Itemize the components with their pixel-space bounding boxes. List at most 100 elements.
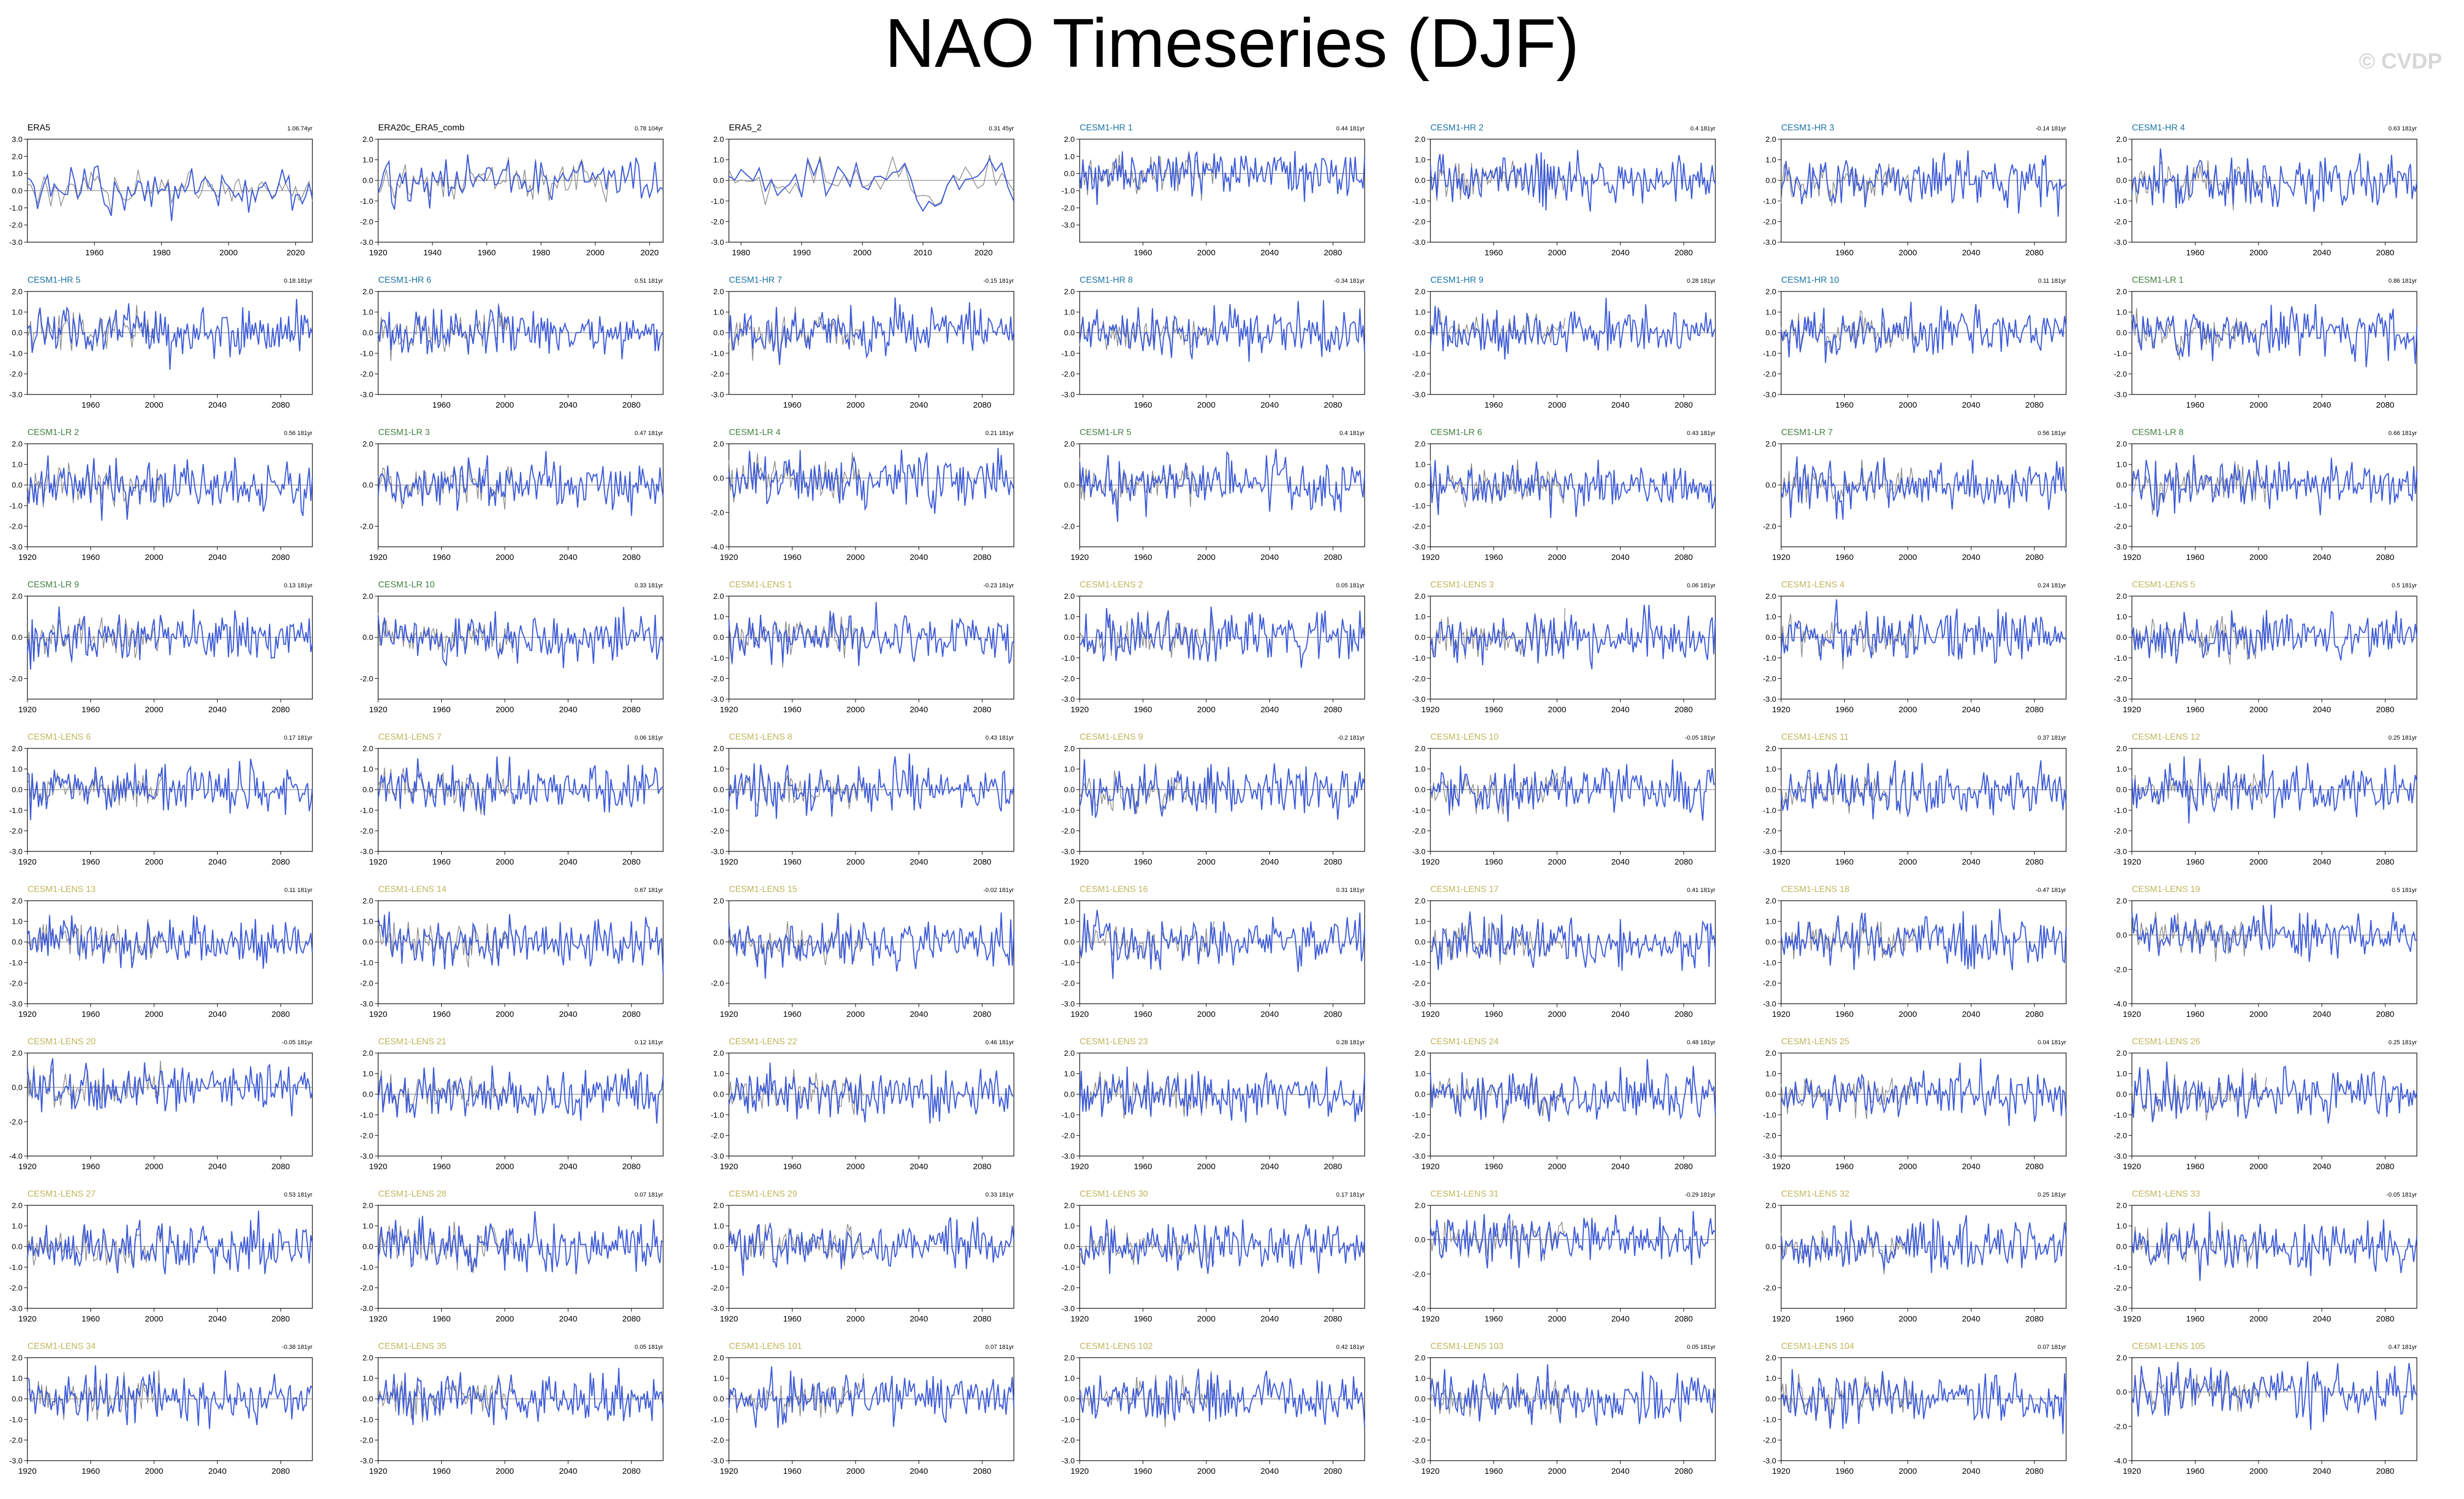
x-tick-label: 2040: [910, 705, 928, 714]
panel-chart: CESM1-HR 5 0.18 181yr 2.0 1.0 0.0 -1.0 -2.0 -3.…: [9, 276, 313, 410]
y-tick-label: -2.0: [9, 1435, 22, 1444]
y-tick-label: 0.0: [12, 785, 23, 794]
y-tick-label: -3.0: [360, 999, 373, 1008]
nao-series-line: [1430, 150, 1716, 212]
x-tick-label: 1960: [1134, 401, 1152, 410]
plot-frame: [378, 748, 664, 852]
y-tick-label: -4.0: [1412, 1304, 1425, 1313]
x-tick-label: 1920: [1421, 1314, 1439, 1324]
panel-chart: CESM1-LENS 12 0.25 181yr 2.0 1.0 0.0 -1.0 -2.0…: [2114, 733, 2417, 867]
y-tick-label: 0.0: [363, 937, 374, 946]
x-tick-label: 1920: [2123, 705, 2141, 714]
y-tick-label: -2.0: [1062, 1435, 1075, 1444]
y-tick-label: 1.0: [363, 917, 374, 926]
nao-panel: CESM1-LENS 25 0.04 181yr 2.0 1.0 0.0 -1.0 -2.0…: [1756, 1030, 2085, 1182]
x-tick-label: 2000: [846, 857, 864, 867]
y-tick-label: 1.0: [1064, 613, 1075, 621]
y-tick-label: 0.0: [714, 176, 725, 185]
reference-series-line: [1430, 922, 1566, 965]
y-tick-label: -2.0: [360, 979, 373, 987]
x-tick-label: 2000: [1548, 705, 1566, 714]
x-tick-label: 1920: [2123, 1467, 2141, 1476]
nao-series-line: [378, 607, 664, 668]
nao-panel: CESM1-LENS 101 0.07 181yr 2.0 1.0 0.0 -1.0 -2.…: [704, 1335, 1033, 1487]
y-tick-label: -1.0: [2114, 501, 2127, 510]
y-tick-label: 2.0: [1415, 744, 1426, 753]
x-tick-label: 2080: [1324, 553, 1342, 562]
x-tick-label: 2080: [1675, 1010, 1693, 1019]
y-tick-label: 1.0: [1415, 460, 1426, 469]
x-tick-label: 2080: [2026, 857, 2044, 867]
x-tick-label: 1920: [2123, 857, 2141, 867]
x-tick-label: 1920: [1421, 1162, 1439, 1171]
y-tick-label: -3.0: [9, 847, 22, 856]
y-tick-label: 0.0: [363, 328, 374, 337]
y-tick-label: -3.0: [2114, 1152, 2127, 1160]
x-tick-label: 1960: [783, 1314, 801, 1324]
nao-panel: CESM1-LR 2 0.56 181yr 2.0 1.0 0.0 -1.0 -2.0 -3.…: [2, 421, 331, 573]
y-tick-label: 1.0: [363, 765, 374, 774]
y-tick-label: 1.0: [1064, 1374, 1075, 1383]
y-tick-label: -2.0: [711, 1283, 724, 1292]
y-tick-label: 2.0: [1415, 896, 1426, 905]
nao-panel: CESM1-LR 5 0.4 181yr 2.0 0.0 -2.0 1920 1960 200…: [1054, 421, 1383, 573]
y-tick-label: 1.0: [12, 460, 23, 469]
panel-title: CESM1-LENS 21: [378, 1037, 447, 1046]
y-tick-label: 1.0: [1766, 765, 1777, 774]
nao-series-line: [1079, 449, 1365, 522]
panel-trend: 0.46 181yr: [985, 1039, 1014, 1046]
x-tick-label: 2080: [973, 401, 991, 410]
panel-chart: CESM1-HR 10 0.11 181yr 2.0 1.0 0.0 -1.0 -2.0 -3…: [1763, 276, 2067, 410]
x-tick-label: 2000: [1197, 1010, 1215, 1019]
x-tick-label: 1920: [1421, 553, 1439, 562]
x-tick-label: 1980: [152, 248, 170, 258]
x-tick-label: 1960: [1485, 1314, 1503, 1324]
x-tick-label: 1920: [2123, 1162, 2141, 1171]
x-tick-label: 2080: [1675, 857, 1693, 867]
nao-panel: CESM1-HR 3 -0.14 181yr 2.0 1.0 0.0 -1.0 -2.0 -3…: [1756, 116, 2085, 268]
nao-series-line: [1781, 456, 2067, 520]
plot-frame: [1430, 139, 1716, 243]
x-tick-label: 2080: [1324, 705, 1342, 714]
y-tick-label: -1.0: [360, 1111, 373, 1119]
y-tick-label: -3.0: [360, 1456, 373, 1465]
x-tick-label: 2080: [973, 705, 991, 714]
y-tick-label: -2.0: [1412, 522, 1425, 530]
y-tick-label: 1.0: [2117, 308, 2128, 317]
x-tick-label: 1920: [2123, 1314, 2141, 1324]
panel-chart: CESM1-LENS 13 0.11 181yr 2.0 1.0 0.0 -1.0 -2.0…: [9, 885, 313, 1019]
y-tick-label: -1.0: [1412, 1111, 1425, 1119]
x-tick-label: 2040: [910, 1162, 928, 1171]
y-tick-label: 1.0: [12, 169, 23, 178]
y-tick-label: -1.0: [1763, 958, 1776, 967]
plot-frame: [27, 748, 313, 852]
x-tick-label: 1960: [1835, 857, 1853, 867]
y-tick-label: -2.0: [360, 826, 373, 835]
nao-series-line: [728, 448, 1014, 514]
panel-trend: -0.38 181yr: [282, 1344, 312, 1351]
nao-series-line: [2131, 754, 2417, 823]
x-tick-label: 1920: [1070, 553, 1088, 562]
panel-trend: 0.63 181yr: [2388, 125, 2417, 132]
plot-frame: [1079, 1205, 1365, 1309]
x-tick-label: 1920: [720, 857, 738, 867]
y-tick-label: 0.0: [1064, 480, 1075, 489]
plot-frame: [2131, 748, 2417, 852]
panel-chart: ERA5_2 0.31 45yr 2.0 1.0 0.0 -1.0 -2.0 -3.0 1980…: [711, 123, 1014, 258]
panel-trend: 0.4 181yr: [1339, 430, 1365, 437]
panel-trend: 0.28 181yr: [1687, 278, 1715, 284]
panel-title: CESM1-LENS 29: [729, 1189, 797, 1199]
y-tick-label: 2.0: [714, 1353, 725, 1362]
y-tick-label: 0.0: [1064, 785, 1075, 794]
y-tick-label: 2.0: [2117, 1353, 2128, 1362]
x-tick-label: 2080: [1324, 1010, 1342, 1019]
y-tick-label: -3.0: [1412, 847, 1425, 856]
x-tick-label: 2080: [2026, 705, 2044, 714]
x-tick-label: 2040: [1611, 1314, 1629, 1324]
x-tick-label: 1960: [2186, 1010, 2204, 1019]
panel-trend: 0.43 181yr: [1687, 430, 1715, 437]
y-tick-label: 1.0: [1415, 308, 1426, 317]
y-tick-label: -2.0: [1763, 1283, 1776, 1292]
panel-trend: -0.05 181yr: [1685, 735, 1715, 741]
panel-title: CESM1-LENS 101: [729, 1342, 802, 1351]
